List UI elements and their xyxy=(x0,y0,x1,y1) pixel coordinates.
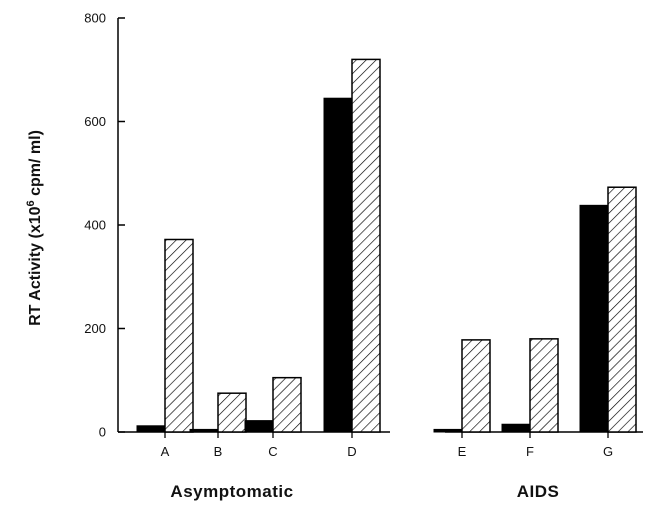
bar-hatched-B xyxy=(217,392,247,433)
bar-hatched-F xyxy=(529,338,559,433)
bar-hatched-E xyxy=(461,339,491,433)
group-labels: Asymptomatic AIDS xyxy=(170,482,560,501)
bar-solid-F xyxy=(501,423,531,433)
y-tick-label: 600 xyxy=(84,114,106,129)
y-axis-title-superscript: 6 xyxy=(25,200,37,206)
category-labels: A B C D E F G xyxy=(161,444,613,459)
bar-solid-B xyxy=(189,428,219,433)
y-tick-label: 400 xyxy=(84,218,106,233)
y-axis-title: RT Activity (x106 cpm/ ml) xyxy=(25,130,44,326)
y-tick-label: 800 xyxy=(84,11,106,26)
bar-solid-E xyxy=(433,428,463,433)
category-label-E: E xyxy=(458,444,467,459)
category-label-C: C xyxy=(268,444,277,459)
group-label-1: Asymptomatic xyxy=(170,482,293,501)
y-tick-label: 0 xyxy=(99,425,106,440)
bar-solid-A xyxy=(136,425,166,433)
bar-hatched-A xyxy=(164,238,194,433)
category-label-A: A xyxy=(161,444,170,459)
category-label-G: G xyxy=(603,444,613,459)
category-label-B: B xyxy=(214,444,223,459)
category-label-F: F xyxy=(526,444,534,459)
bars xyxy=(136,58,637,433)
y-axis-title-suffix: cpm/ ml) xyxy=(27,130,44,200)
y-axis: 0 200 400 600 800 xyxy=(84,11,125,440)
x-axes xyxy=(118,431,643,438)
bar-hatched-D xyxy=(351,58,381,433)
y-axis-title-main: RT Activity (x10 xyxy=(27,206,44,326)
bar-solid-G xyxy=(579,204,609,433)
category-label-D: D xyxy=(347,444,356,459)
bar-solid-D xyxy=(323,97,353,433)
bar-hatched-G xyxy=(607,186,637,433)
bar-solid-C xyxy=(244,420,274,433)
bar-hatched-C xyxy=(272,376,302,433)
group-label-2: AIDS xyxy=(517,482,560,501)
y-tick-label: 200 xyxy=(84,321,106,336)
